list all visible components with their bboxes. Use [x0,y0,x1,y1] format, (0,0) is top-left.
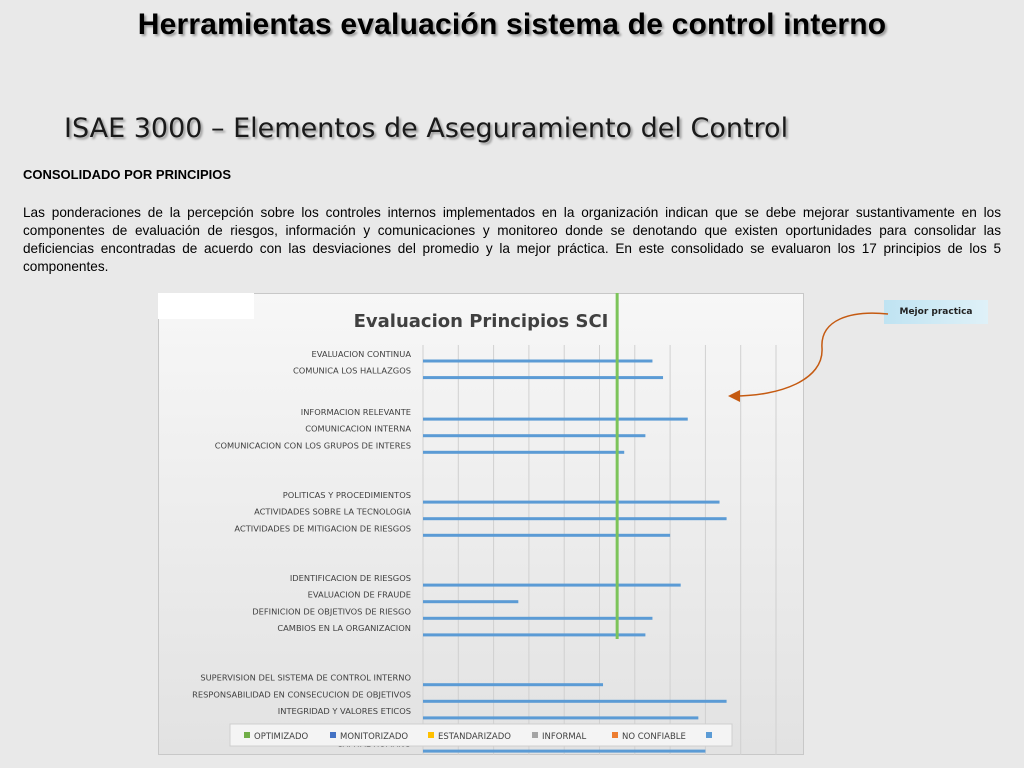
legend-swatch [244,732,250,738]
category-label: RESPONSABILIDAD EN CONSECUCION DE OBJETI… [192,689,411,699]
chart-corner-patch [158,293,254,319]
callout-arrow-icon [728,312,889,402]
chart-bars [423,359,727,753]
legend-label: INFORMAL [542,732,586,742]
bar [423,359,653,363]
category-label: DEFINICION DE OBJETIVOS DE RIESGO [252,606,411,616]
principles-bar-chart: Evaluacion Principios SCI EVALUACION CON… [192,293,777,755]
bar [423,517,727,521]
bar [423,683,604,687]
category-label: EVALUACION CONTINUA [312,349,412,359]
category-label: ACTIVIDADES SOBRE LA TECNOLOGIA [254,507,411,517]
bar [423,633,646,637]
category-label: CAMBIOS EN LA ORGANIZACION [277,623,411,633]
chart-category-labels: EVALUACION CONTINUA COMUNICA LOS HALLAZGO… [192,349,411,749]
legend-label: ESTANDARIZADO [438,732,511,742]
category-label: ACTIVIDADES DE MITIGACION DE RIESGOS [234,523,411,533]
page-subtitle: ISAE 3000 – Elementos de Aseguramiento d… [64,113,789,144]
category-label: INTEGRIDAD Y VALORES ETICOS [278,706,411,716]
category-label: COMUNICA LOS HALLAZGOS [293,366,411,376]
bar [423,583,681,587]
best-practice-callout: Mejor practica [884,300,988,324]
legend-label: NO CONFIABLE [622,732,686,742]
chart-container [158,293,804,755]
legend-box [229,723,733,747]
legend-swatch [706,732,712,738]
bar [423,533,671,537]
bar [423,500,720,504]
bar [423,616,653,620]
bar [423,434,646,438]
chart-gridlines [422,345,777,755]
bar [423,716,699,720]
legend-swatch [330,732,336,738]
category-label: INFORMACION RELEVANTE [301,407,411,417]
category-label: COMUNICACION CON LOS GRUPOS DE INTERES [215,440,411,450]
category-label: EVALUACION DE FRAUDE [308,590,411,600]
bar [423,450,625,454]
chart-title: Evaluacion Principios SCI [354,311,609,332]
bar [423,376,664,380]
category-label: SUPERVISION DEL SISTEMA DE CONTROL INTER… [200,673,411,683]
page-title: Herramientas evaluación sistema de contr… [137,8,887,41]
category-label: POLITICAS Y PROCEDIMIENTOS [283,490,411,500]
bar [423,417,688,421]
section-paragraph: Las ponderaciones de la percepción sobre… [23,205,1001,274]
category-label: COMUNICACION INTERNA [305,424,411,434]
bar [423,749,706,753]
legend-swatch [532,732,538,738]
section-heading: CONSOLIDADO POR PRINCIPIOS [23,167,232,182]
bar [423,600,519,604]
category-label: IDENTIFICACION DE RIESGOS [290,573,411,583]
chart-legend: OPTIMIZADO MONITORIZADO ESTANDARIZADO INFOR… [229,723,733,747]
legend-label: OPTIMIZADO [254,732,309,742]
legend-swatch [612,732,618,738]
legend-label: MONITORIZADO [340,732,408,742]
bar [423,699,727,703]
legend-swatch [428,732,434,738]
